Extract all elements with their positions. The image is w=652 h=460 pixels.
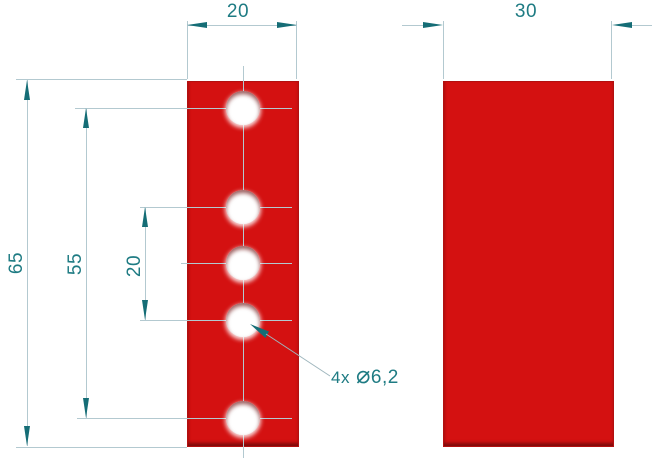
arrowhead-up-icon bbox=[142, 207, 148, 227]
hole1-centerline bbox=[75, 108, 292, 109]
dimension-line bbox=[86, 108, 87, 418]
dim-front-width-label[interactable]: 20 bbox=[226, 1, 250, 22]
hole-5[interactable] bbox=[226, 401, 260, 435]
hole4-centerline bbox=[140, 320, 292, 321]
hole-1[interactable] bbox=[226, 91, 260, 125]
extension-line bbox=[16, 79, 187, 80]
dimension-tail-line bbox=[402, 25, 423, 26]
hole-2[interactable] bbox=[226, 190, 260, 224]
extension-line bbox=[443, 21, 444, 79]
arrowhead-down-icon bbox=[24, 426, 30, 446]
arrowhead-left-icon bbox=[612, 22, 632, 28]
callout-diameter-value: 6,2 bbox=[370, 367, 399, 388]
dimension-tail-line bbox=[632, 25, 652, 26]
hole5-centerline bbox=[77, 418, 292, 419]
arrowhead-right-icon bbox=[277, 22, 297, 28]
callout-count: 4x bbox=[331, 368, 350, 387]
arrowhead-up-icon bbox=[83, 108, 89, 128]
dim-overall-height-label[interactable]: 65 bbox=[6, 251, 27, 275]
dimension-line bbox=[187, 25, 297, 26]
arrowhead-left-icon bbox=[187, 22, 207, 28]
hole-4[interactable] bbox=[226, 303, 260, 337]
leader-arrowhead-icon bbox=[250, 324, 269, 338]
dimension-line bbox=[27, 80, 28, 446]
leader-line bbox=[250, 324, 331, 377]
arrowhead-right-icon bbox=[423, 22, 443, 28]
arrowhead-down-icon bbox=[83, 398, 89, 418]
dim-hole-pitch-label[interactable]: 20 bbox=[124, 254, 145, 278]
arrowhead-up-icon bbox=[24, 80, 30, 100]
side-view-face[interactable] bbox=[443, 81, 614, 447]
extension-line bbox=[187, 21, 188, 79]
extension-line bbox=[16, 447, 187, 448]
hole2-centerline bbox=[140, 207, 292, 208]
dim-hole-span-label[interactable]: 55 bbox=[65, 252, 86, 276]
diameter-symbol-icon: ⌀ bbox=[355, 361, 371, 389]
hole-3[interactable] bbox=[226, 246, 260, 280]
extension-line bbox=[611, 21, 612, 79]
arrowhead-down-icon bbox=[142, 300, 148, 320]
hole-callout[interactable]: 4x ⌀ 6,2 bbox=[331, 361, 399, 389]
dim-side-width-label[interactable]: 30 bbox=[514, 1, 538, 22]
dimension-line bbox=[145, 207, 146, 320]
extension-line bbox=[296, 21, 297, 79]
